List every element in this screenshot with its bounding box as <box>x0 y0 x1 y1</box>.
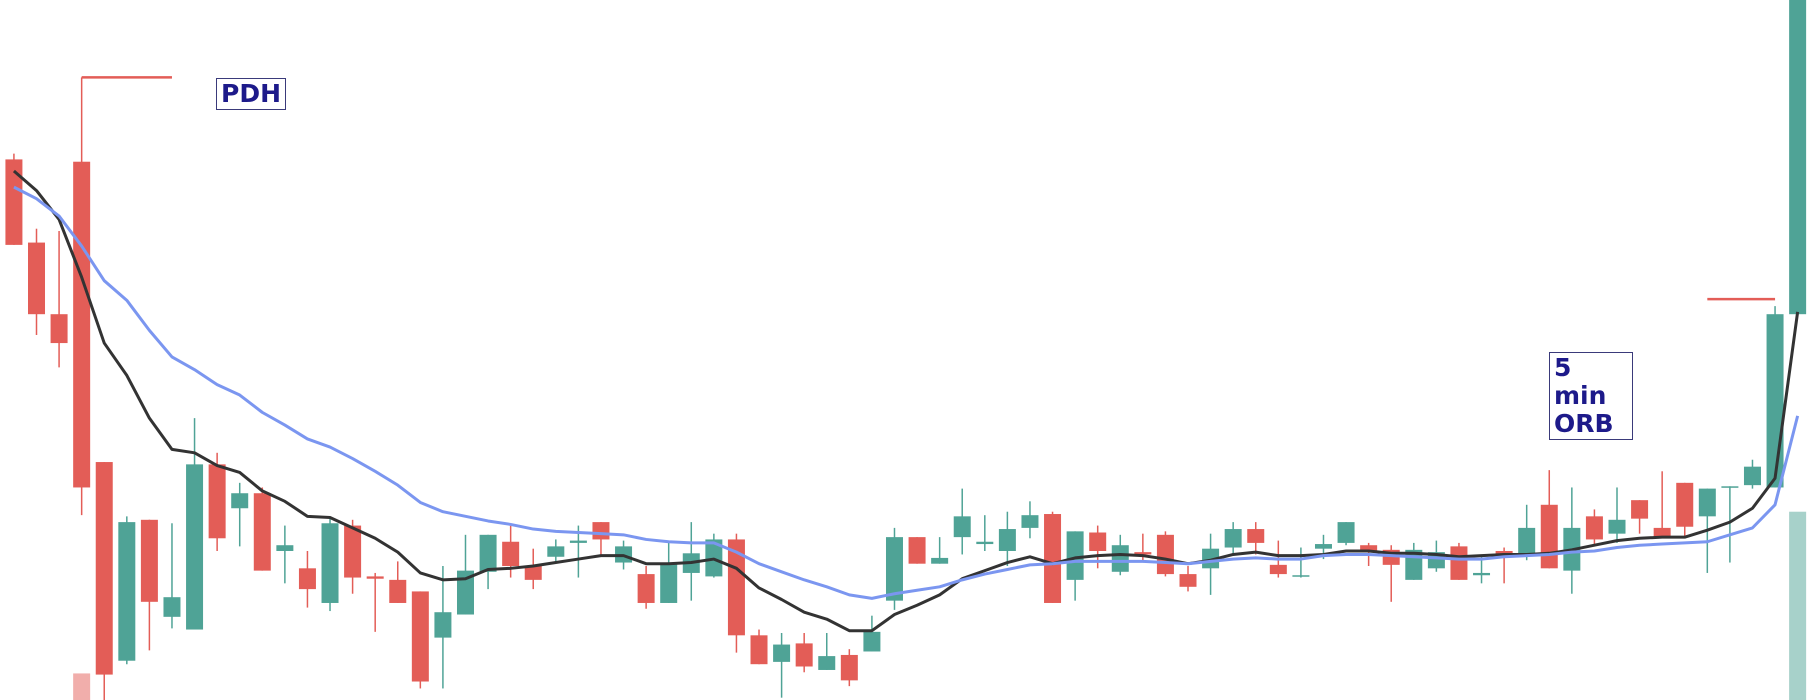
candle-body <box>1585 516 1603 540</box>
candle-body <box>1518 527 1536 554</box>
candle-body <box>1653 527 1671 539</box>
candle-body <box>1066 531 1084 580</box>
candle-body <box>1540 504 1558 569</box>
candle-body <box>1450 546 1468 580</box>
candle-body <box>434 612 452 638</box>
candle-body <box>1224 529 1242 548</box>
candle-body <box>186 464 204 630</box>
candle-body <box>1337 522 1355 543</box>
candle-body <box>479 534 497 572</box>
candle-body <box>1360 545 1378 551</box>
candle-body <box>1269 564 1287 575</box>
candle-body <box>524 566 542 580</box>
candle-body <box>50 314 68 344</box>
candle-body <box>208 464 226 539</box>
candle-body <box>253 493 271 571</box>
candle-body <box>818 656 836 670</box>
candle-body <box>1044 514 1062 603</box>
candle-body <box>5 159 23 245</box>
ma-line <box>13 185 1800 600</box>
candle-body <box>908 537 926 564</box>
candle-body <box>1179 574 1197 587</box>
candle-body <box>998 529 1016 551</box>
candle-body <box>885 537 903 601</box>
candle-body <box>1156 534 1174 575</box>
candle-body <box>1292 575 1310 577</box>
candle-body <box>28 242 46 315</box>
candle-body <box>502 541 520 567</box>
candle-body <box>1608 519 1626 534</box>
candle-body <box>863 631 881 652</box>
candle-body <box>73 161 91 488</box>
candle-body <box>95 462 113 675</box>
candle-body <box>931 557 949 564</box>
candle-body <box>140 519 158 602</box>
candle-body <box>1743 466 1761 486</box>
candle-body <box>637 574 655 603</box>
candle-body <box>660 563 678 603</box>
candle-body <box>163 597 181 617</box>
candle-body <box>1021 515 1039 528</box>
volume-bar <box>1789 511 1807 700</box>
ma-line <box>12 169 1800 633</box>
volume-bar <box>73 673 91 700</box>
candle-body <box>569 540 587 543</box>
candle-body <box>1314 544 1332 549</box>
annotation: PDH <box>216 78 286 110</box>
candle-body <box>750 635 768 665</box>
candle-body <box>1111 545 1129 572</box>
candle-body <box>840 654 858 681</box>
candle-body <box>1202 548 1220 569</box>
candle-body <box>1721 486 1739 488</box>
candle-body <box>298 568 316 590</box>
candle-body <box>1698 488 1716 517</box>
candle-body <box>1495 550 1513 555</box>
candle-body <box>1247 529 1265 543</box>
candle-body <box>1089 532 1107 551</box>
candle-body <box>1631 500 1649 519</box>
candle-body <box>456 570 474 615</box>
candle-body <box>976 541 994 545</box>
candle-body <box>411 591 429 682</box>
candle-body <box>795 643 813 667</box>
candle-body <box>953 516 971 538</box>
candle-body <box>547 546 565 557</box>
candle-body <box>231 493 249 509</box>
candle-body <box>118 522 136 661</box>
candle-body <box>1766 314 1784 488</box>
candle-body <box>344 525 362 578</box>
candle-body <box>592 522 610 540</box>
candle-body <box>1789 0 1807 315</box>
candle-body <box>366 576 384 579</box>
candle-body <box>1134 552 1152 555</box>
candle-body <box>1473 572 1491 576</box>
candle-body <box>321 523 339 603</box>
candle-body <box>1676 482 1694 527</box>
candle-body <box>773 644 791 662</box>
candle-body <box>389 579 407 603</box>
annotation: 5 min ORB <box>1549 352 1633 440</box>
candle-body <box>727 539 745 636</box>
candle-body <box>276 545 294 551</box>
